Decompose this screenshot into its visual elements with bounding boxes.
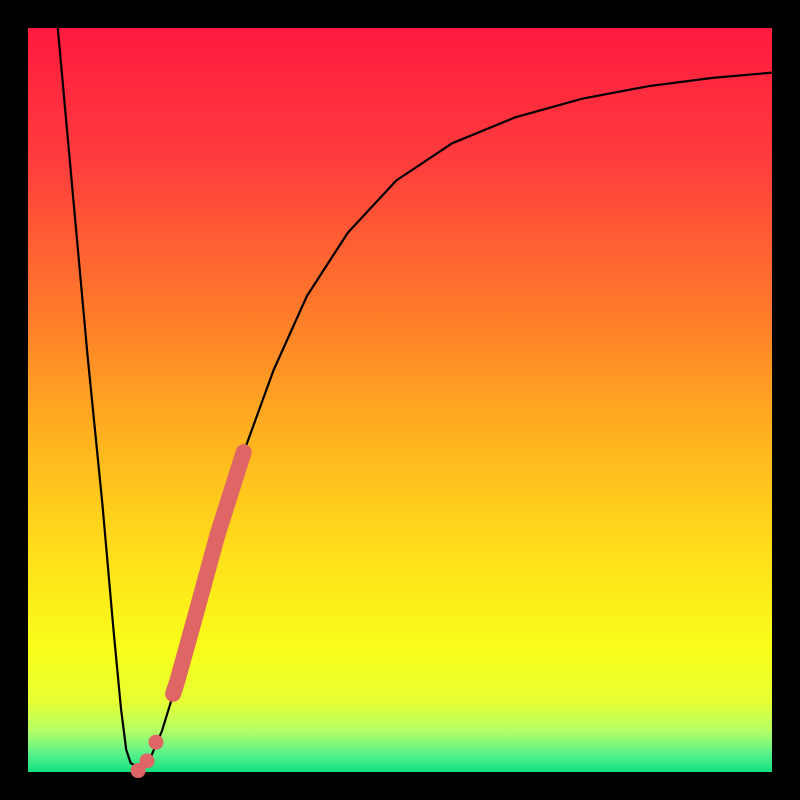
chart-frame: TheBottleneck.com <box>0 0 800 800</box>
chart-svg <box>0 0 800 800</box>
